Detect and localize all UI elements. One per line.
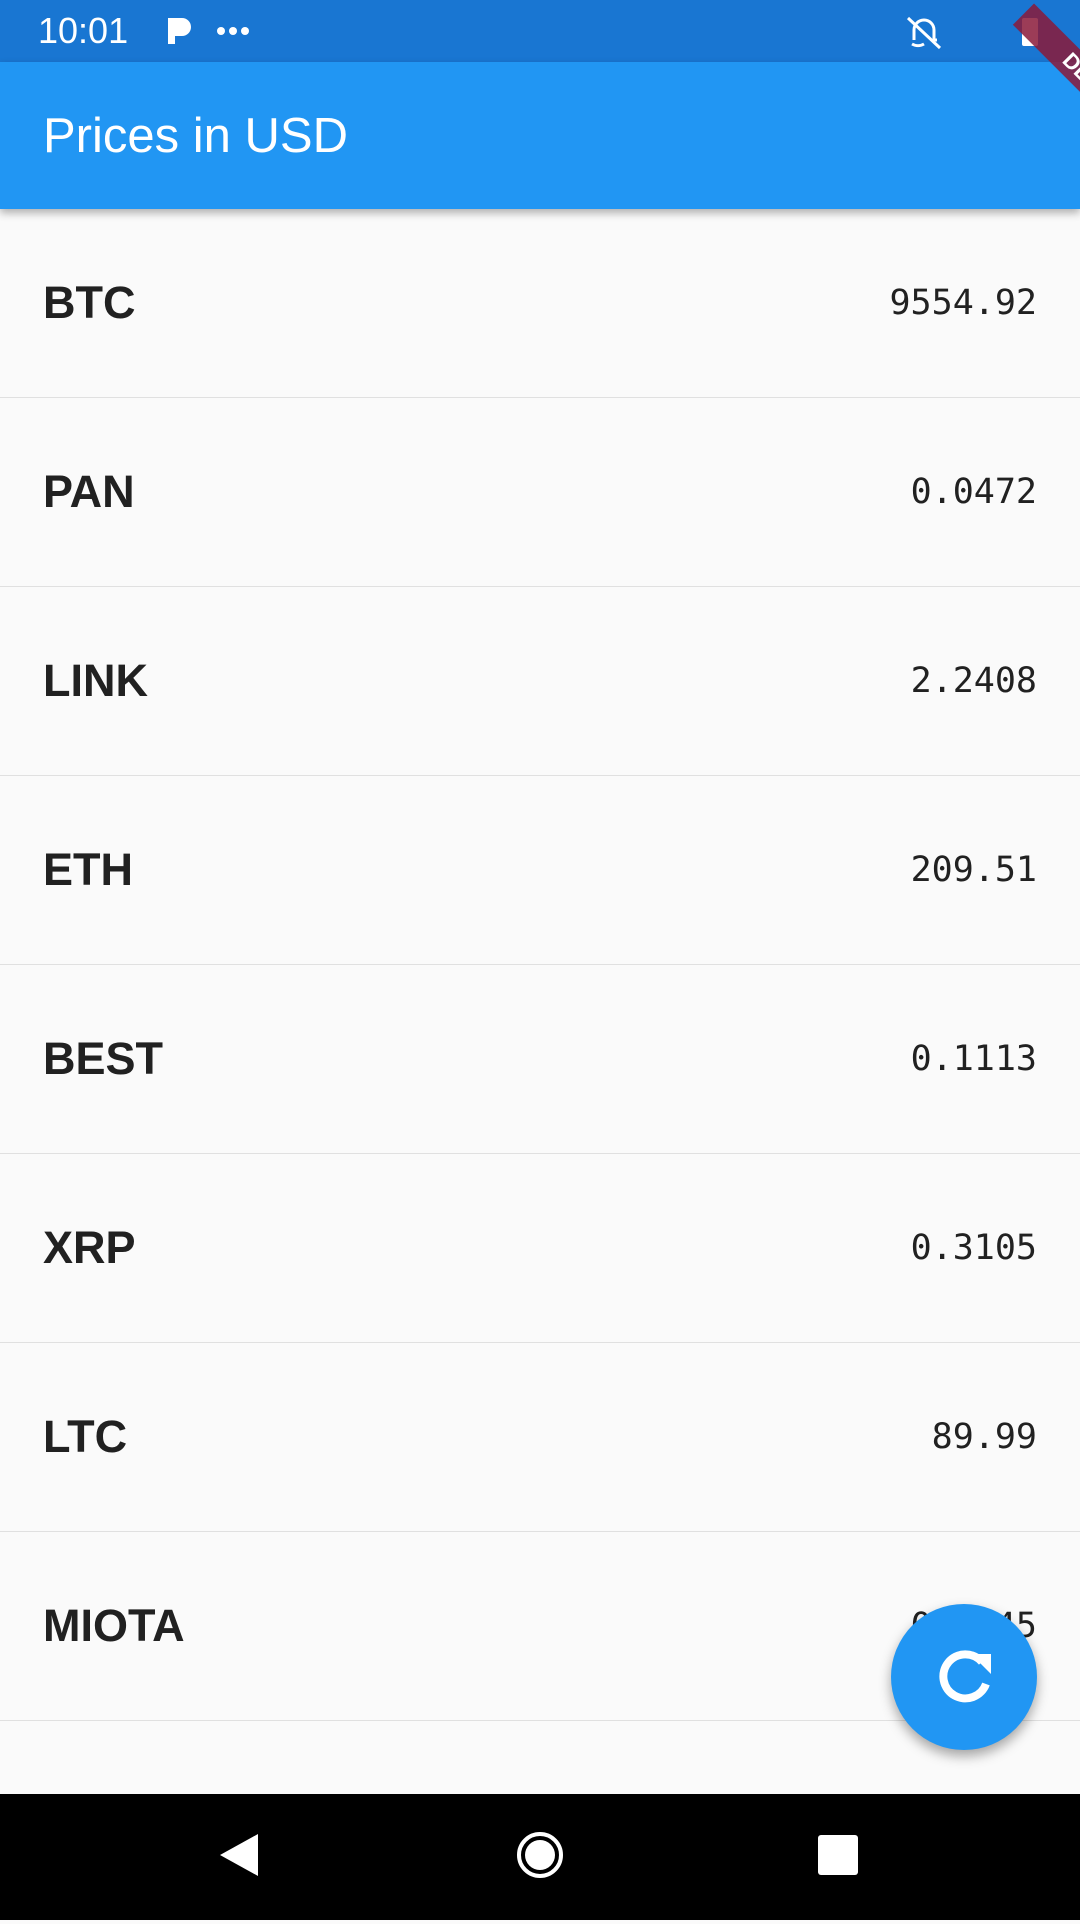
status-time: 10:01 xyxy=(38,10,129,51)
price-row: XRP 0.3105 xyxy=(0,1154,1080,1343)
status-icons xyxy=(168,16,1038,50)
coin-price: 209.51 xyxy=(910,850,1037,890)
coin-symbol: MIOTA xyxy=(43,1600,185,1651)
coin-price: 0.0472 xyxy=(910,472,1037,512)
coin-symbol: BEST xyxy=(43,1033,164,1084)
app-bar: Prices in USD xyxy=(0,62,1080,209)
price-row: LINK 2.2408 xyxy=(0,587,1080,776)
back-button[interactable] xyxy=(220,1834,258,1876)
price-row: BTC 9554.92 xyxy=(0,209,1080,398)
dot xyxy=(217,27,225,35)
home-button[interactable] xyxy=(517,1832,563,1878)
home-button-inner xyxy=(525,1840,555,1870)
coin-price: 9554.92 xyxy=(889,283,1037,323)
price-row: ETH 209.51 xyxy=(0,776,1080,965)
dot xyxy=(241,27,249,35)
coin-symbol: PAN xyxy=(43,466,135,517)
price-row: LTC 89.99 xyxy=(0,1343,1080,1532)
status-bar: 10:01 xyxy=(0,0,1080,62)
app-title: Prices in USD xyxy=(43,109,348,163)
coin-symbol: USDT xyxy=(43,1789,166,1794)
price-row: USDT1.0017 xyxy=(0,1721,1080,1794)
debug-banner: DEBUG xyxy=(1012,3,1080,160)
notification-icon xyxy=(168,18,191,44)
price-row: BEST 0.1113 xyxy=(0,965,1080,1154)
mute-slash xyxy=(906,16,942,50)
nav-icons xyxy=(220,1832,858,1878)
coin-symbol: ETH xyxy=(43,844,133,895)
coin-symbol: LTC xyxy=(43,1411,128,1462)
coin-symbol: BTC xyxy=(43,277,136,328)
dot xyxy=(229,27,237,35)
coin-symbol: LINK xyxy=(43,655,148,706)
coin-price: 2.2408 xyxy=(910,661,1037,701)
nav-bar xyxy=(0,1794,1080,1920)
price-row: PAN 0.0472 xyxy=(0,398,1080,587)
mute-icon xyxy=(911,18,937,48)
coin-symbol: XRP xyxy=(43,1222,136,1273)
coin-price: 0.1113 xyxy=(910,1039,1037,1079)
recents-button[interactable] xyxy=(818,1835,858,1875)
refresh-button[interactable] xyxy=(891,1604,1037,1750)
coin-price: 0.3105 xyxy=(910,1228,1037,1268)
price-list: BTC 9554.92 PAN 0.0472 LINK 2.2408 ETH 209.51 BE… xyxy=(0,209,1080,1794)
coin-price: 89.99 xyxy=(931,1417,1037,1457)
refresh-icon xyxy=(939,1650,991,1703)
